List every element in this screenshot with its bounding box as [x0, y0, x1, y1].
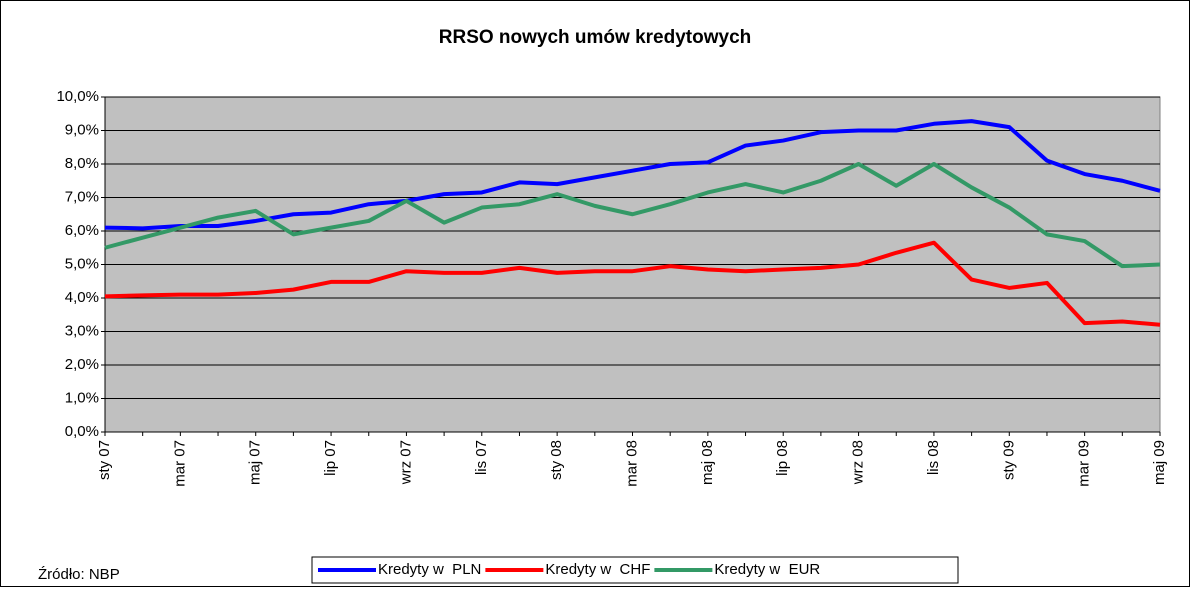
legend-label: Kredyty w EUR — [714, 561, 820, 578]
x-tick-label: lis 08 — [925, 440, 942, 475]
x-tick-label: lis 07 — [473, 440, 490, 475]
source-note: Źródło: NBP — [38, 566, 120, 583]
legend-label: Kredyty w CHF — [545, 561, 650, 578]
legend-label: Kredyty w PLN — [378, 561, 481, 578]
x-tick-label: mar 07 — [171, 440, 188, 487]
x-tick-label: maj 09 — [1151, 440, 1168, 485]
x-tick-label: maj 08 — [699, 440, 716, 485]
y-tick-label: 1,0% — [65, 389, 99, 406]
y-tick-label: 5,0% — [65, 255, 99, 272]
x-tick-label: mar 09 — [1076, 440, 1093, 487]
x-tick-label: lip 08 — [774, 440, 791, 476]
x-tick-label: wrz 08 — [850, 440, 867, 485]
series-line — [104, 162, 1161, 269]
chart-title: RRSO nowych umów kredytowych — [439, 27, 752, 48]
y-tick-label: 0,0% — [65, 423, 99, 440]
y-tick-label: 4,0% — [65, 289, 99, 306]
x-tick-label: sty 09 — [1000, 440, 1017, 480]
y-tick-label: 6,0% — [65, 222, 99, 239]
y-tick-label: 3,0% — [65, 322, 99, 339]
x-tick-label: mar 08 — [623, 440, 640, 487]
x-tick-label: sty 08 — [548, 440, 565, 480]
x-tick-label: maj 07 — [247, 440, 264, 485]
y-tick-label: 10,0% — [56, 88, 99, 105]
legend-box — [311, 556, 959, 584]
y-tick-label: 9,0% — [65, 121, 99, 138]
y-tick-label: 7,0% — [65, 188, 99, 205]
x-tick-label: sty 07 — [96, 440, 113, 480]
x-tick-label: wrz 07 — [397, 440, 414, 485]
y-tick-label: 2,0% — [65, 356, 99, 373]
series-line — [104, 240, 1161, 327]
series-line — [104, 119, 1161, 231]
y-tick-label: 8,0% — [65, 155, 99, 172]
x-tick-label: lip 07 — [322, 440, 339, 476]
